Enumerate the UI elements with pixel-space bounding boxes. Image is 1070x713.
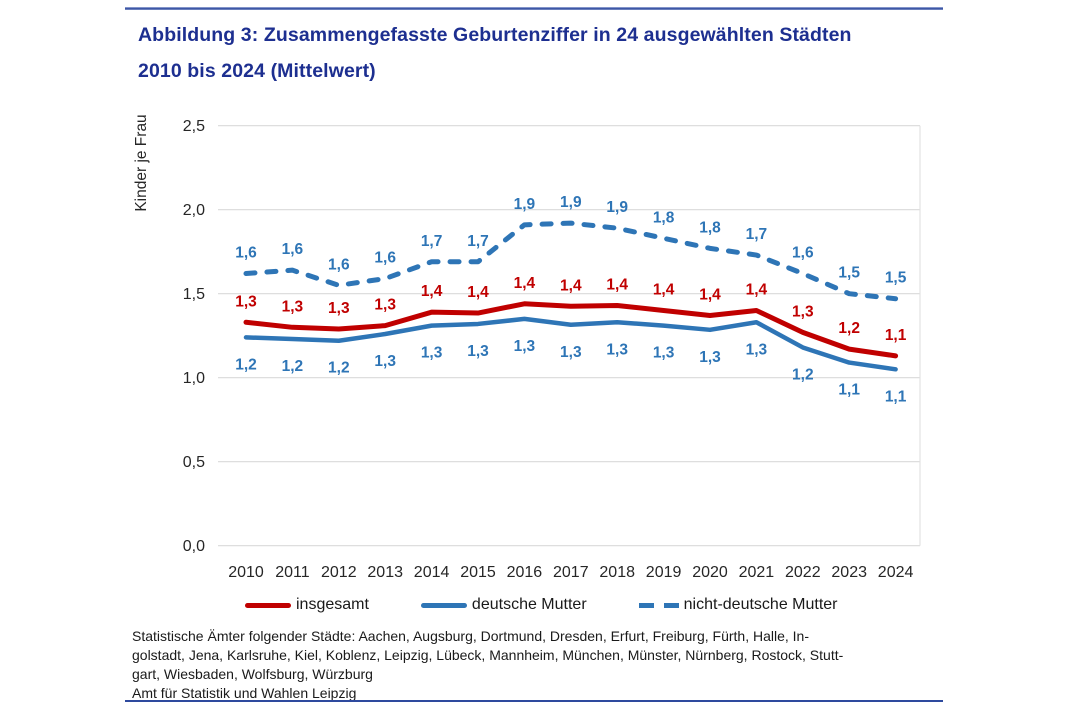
data-label-insgesamt-2020: 1,4 xyxy=(699,287,721,304)
data-label-deutsche-Mutter-2012: 1,2 xyxy=(328,360,350,377)
figure-title-line-1: Abbildung 3: Zusammengefasste Geburtenzi… xyxy=(138,24,852,46)
data-label-insgesamt-2011: 1,3 xyxy=(282,298,304,315)
data-label-deutsche-Mutter-2017: 1,3 xyxy=(560,344,582,361)
data-label-deutsche-Mutter-2018: 1,3 xyxy=(606,341,628,358)
chart-legend: insgesamt deutsche Mutter nicht-deutsche… xyxy=(245,596,838,614)
y-tick-label: 1,5 xyxy=(183,286,205,303)
data-label-deutsche-Mutter-2024: 1,1 xyxy=(885,388,907,405)
data-label-nicht-deutsche-Mutter-2024: 1,5 xyxy=(885,270,907,287)
data-label-nicht-deutsche-Mutter-2014: 1,7 xyxy=(421,233,443,250)
series-line-nicht-deutsche-Mutter xyxy=(243,220,899,302)
x-tick-label: 2020 xyxy=(692,564,728,581)
x-tick-label: 2011 xyxy=(275,564,310,581)
data-label-deutsche-Mutter-2010: 1,2 xyxy=(235,356,257,373)
data-label-deutsche-Mutter-2015: 1,3 xyxy=(467,343,489,360)
x-tick-label: 2016 xyxy=(507,564,543,581)
data-label-nicht-deutsche-Mutter-2021: 1,7 xyxy=(746,226,768,243)
x-tick-label: 2017 xyxy=(553,564,589,581)
data-label-deutsche-Mutter-2023: 1,1 xyxy=(838,382,860,399)
series-line-deutsche-Mutter xyxy=(243,316,898,372)
data-label-deutsche-Mutter-2014: 1,3 xyxy=(421,345,443,362)
x-tick-label: 2015 xyxy=(460,564,496,581)
data-label-insgesamt-2015: 1,4 xyxy=(467,284,489,301)
data-label-nicht-deutsche-Mutter-2020: 1,8 xyxy=(699,219,721,236)
x-tick-label: 2010 xyxy=(228,564,264,581)
fertility-line-chart: 2,5 2,0 1,5 1,0 0,5 0,0 Kinder je Frau 2010 2011… xyxy=(133,114,921,581)
y-tick-label: 0,5 xyxy=(183,454,205,471)
data-label-nicht-deutsche-Mutter-2011: 1,6 xyxy=(282,241,304,258)
data-label-insgesamt-2016: 1,4 xyxy=(514,275,536,292)
data-label-deutsche-Mutter-2020: 1,3 xyxy=(699,349,721,366)
legend-item-deutsche-mutter: deutsche Mutter xyxy=(420,596,587,614)
data-label-nicht-deutsche-Mutter-2018: 1,9 xyxy=(606,199,628,216)
x-tick-label: 2013 xyxy=(367,564,403,581)
data-label-insgesamt-2010: 1,3 xyxy=(235,293,257,310)
legend-label-nicht-deutsche-mutter: nicht-deutsche Mutter xyxy=(683,596,838,613)
data-label-insgesamt-2022: 1,3 xyxy=(792,303,814,320)
data-label-insgesamt-2021: 1,4 xyxy=(746,282,768,299)
data-label-insgesamt-2023: 1,2 xyxy=(838,320,860,337)
source-note-line-1: Statistische Ämter folgender Städte: Aac… xyxy=(132,628,809,644)
x-tick-label: 2019 xyxy=(646,564,682,581)
source-note-line-4: Amt für Statistik und Wahlen Leipzig xyxy=(132,685,357,701)
y-axis-title: Kinder je Frau xyxy=(133,114,150,211)
y-tick-label: 0,0 xyxy=(183,538,205,555)
source-note-line-3: gart, Wiesbaden, Wolfsburg, Würzburg xyxy=(132,666,373,682)
data-label-insgesamt-2019: 1,4 xyxy=(653,282,675,299)
x-tick-label: 2012 xyxy=(321,564,357,581)
legend-item-nicht-deutsche-mutter: nicht-deutsche Mutter xyxy=(638,596,838,614)
x-tick-label: 2018 xyxy=(599,564,635,581)
legend-item-insgesamt: insgesamt xyxy=(245,596,369,614)
data-label-nicht-deutsche-Mutter-2019: 1,8 xyxy=(653,209,675,226)
y-tick-label: 2,5 xyxy=(183,118,205,135)
top-divider xyxy=(125,7,943,10)
legend-label-insgesamt: insgesamt xyxy=(296,596,369,613)
blue-line-swatch-icon xyxy=(420,602,467,608)
data-label-nicht-deutsche-Mutter-2010: 1,6 xyxy=(235,245,257,262)
data-label-insgesamt-2014: 1,4 xyxy=(421,283,443,300)
data-label-deutsche-Mutter-2019: 1,3 xyxy=(653,345,675,362)
data-label-deutsche-Mutter-2013: 1,3 xyxy=(374,353,396,370)
data-label-nicht-deutsche-Mutter-2016: 1,9 xyxy=(514,196,536,213)
y-tick-label: 1,0 xyxy=(183,370,205,387)
data-label-insgesamt-2018: 1,4 xyxy=(606,276,628,293)
data-label-deutsche-Mutter-2022: 1,2 xyxy=(792,366,814,383)
x-tick-label: 2024 xyxy=(878,564,914,581)
x-tick-label: 2021 xyxy=(739,564,775,581)
data-label-nicht-deutsche-Mutter-2015: 1,7 xyxy=(467,233,489,250)
data-label-deutsche-Mutter-2016: 1,3 xyxy=(514,338,536,355)
data-label-insgesamt-2024: 1,1 xyxy=(885,327,907,344)
source-note: Statistische Ämter folgender Städte: Aac… xyxy=(132,627,922,703)
red-line-swatch-icon xyxy=(245,602,291,608)
data-label-nicht-deutsche-Mutter-2017: 1,9 xyxy=(560,194,582,211)
data-label-insgesamt-2013: 1,3 xyxy=(374,297,396,314)
figure-title-line-2: 2010 bis 2024 (Mittelwert) xyxy=(138,60,376,82)
x-tick-label: 2014 xyxy=(414,564,450,581)
data-label-nicht-deutsche-Mutter-2013: 1,6 xyxy=(374,250,396,267)
data-label-insgesamt-2012: 1,3 xyxy=(328,300,350,317)
data-label-nicht-deutsche-Mutter-2012: 1,6 xyxy=(328,256,350,273)
data-label-deutsche-Mutter-2011: 1,2 xyxy=(282,358,304,375)
x-tick-label: 2023 xyxy=(831,564,867,581)
series-line-insgesamt xyxy=(243,301,899,359)
x-tick-label: 2022 xyxy=(785,564,821,581)
legend-label-deutsche-mutter: deutsche Mutter xyxy=(471,596,587,613)
data-label-nicht-deutsche-Mutter-2023: 1,5 xyxy=(838,265,860,282)
y-tick-label: 2,0 xyxy=(183,202,205,219)
blue-dashed-line-swatch-icon xyxy=(638,602,679,608)
data-label-nicht-deutsche-Mutter-2022: 1,6 xyxy=(792,245,814,262)
data-label-deutsche-Mutter-2021: 1,3 xyxy=(746,341,768,358)
data-label-insgesamt-2017: 1,4 xyxy=(560,277,582,294)
source-note-line-2: golstadt, Jena, Karlsruhe, Kiel, Koblenz… xyxy=(132,647,844,663)
bottom-divider xyxy=(125,700,943,702)
